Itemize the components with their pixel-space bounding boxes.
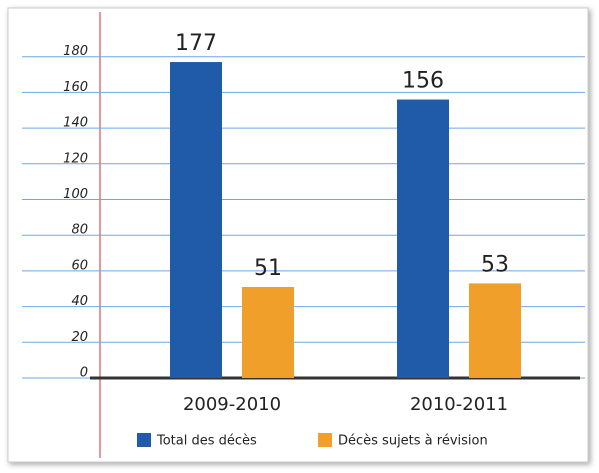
bar — [469, 283, 521, 378]
legend-label: Décès sujets à révision — [338, 434, 488, 449]
x-tick-label: 2009-2010 — [183, 394, 281, 415]
x-tick-label: 2010-2011 — [410, 394, 508, 415]
legend-swatch — [318, 433, 332, 447]
y-tick-label: 160 — [63, 80, 88, 95]
y-tick-label: 40 — [71, 294, 88, 309]
bar — [397, 99, 449, 378]
value-label: 177 — [175, 31, 217, 56]
value-label: 51 — [254, 256, 282, 281]
legend-swatch — [137, 433, 151, 447]
y-tick-label: 80 — [71, 223, 88, 238]
y-tick-label: 180 — [63, 44, 88, 59]
y-tick-label: 100 — [63, 187, 88, 202]
bar — [242, 286, 294, 378]
value-label: 156 — [402, 69, 444, 94]
y-tick-label: 0 — [80, 366, 88, 381]
legend-label: Total des décès — [156, 434, 257, 449]
y-tick-label: 120 — [63, 151, 88, 166]
y-tick-label: 20 — [71, 330, 88, 345]
value-label: 53 — [481, 252, 509, 277]
bar — [170, 62, 222, 379]
y-tick-label: 60 — [71, 258, 88, 273]
y-tick-label: 140 — [63, 116, 88, 131]
